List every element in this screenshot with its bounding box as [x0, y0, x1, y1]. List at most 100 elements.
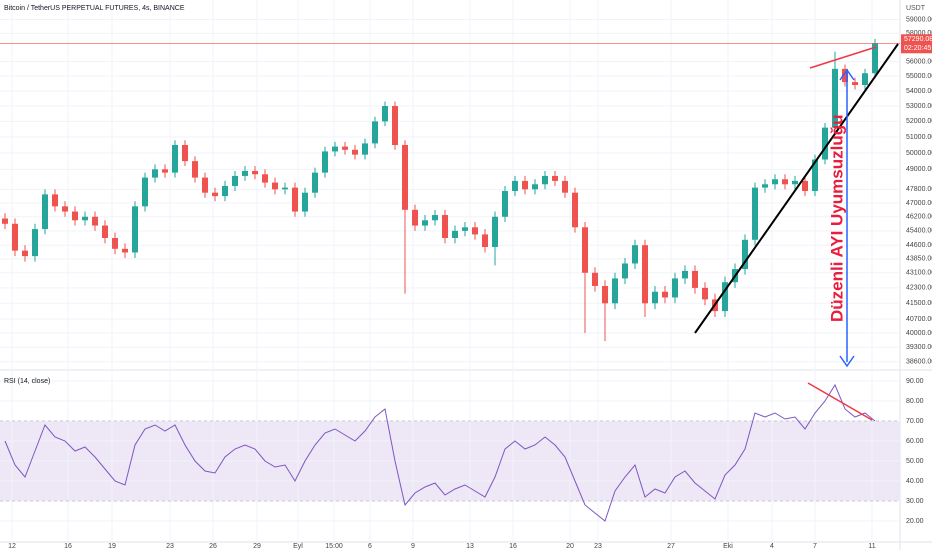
- candle-body: [132, 206, 138, 253]
- candle-body: [222, 185, 228, 197]
- marks-group: [0, 38, 900, 522]
- candle-body: [242, 170, 248, 176]
- trend-line: [694, 43, 899, 334]
- last-price-label: 57290.08: [904, 36, 932, 43]
- candle-body: [692, 270, 698, 288]
- currency: USDT: [906, 5, 926, 12]
- candle-body: [532, 184, 538, 190]
- candle-body: [822, 127, 828, 160]
- y-tick-label: 30.00: [906, 498, 924, 505]
- candle-body: [82, 216, 88, 221]
- candle-body: [252, 170, 258, 175]
- candle-body: [62, 206, 68, 212]
- candle-body: [422, 220, 428, 226]
- candle-body: [622, 263, 628, 279]
- candle-body: [522, 180, 528, 190]
- candle-body: [302, 192, 308, 212]
- candle-body: [752, 187, 758, 240]
- candle-body: [12, 223, 18, 251]
- candle-body: [232, 175, 238, 186]
- y-tick-label: 44600.00: [906, 242, 932, 249]
- y-tick-label: 70.00: [906, 418, 924, 425]
- candle-body: [262, 174, 268, 183]
- annotation: Düzenli AYI Uyumsuzluğu: [827, 115, 846, 323]
- candle-body: [122, 248, 128, 253]
- y-tick-label: 60.00: [906, 438, 924, 445]
- candle-body: [142, 177, 148, 207]
- y-tick-label: 39300.00: [906, 344, 932, 351]
- candle-body: [652, 291, 658, 304]
- y-tick-label: 55000.00: [906, 73, 932, 80]
- candle-body: [402, 145, 408, 210]
- rsi-title: RSI (14, close): [4, 378, 50, 385]
- y-tick-label: 42300.00: [906, 285, 932, 292]
- y-tick-label: 43850.00: [906, 256, 932, 263]
- candle-body: [372, 121, 378, 144]
- candle-body: [462, 227, 468, 231]
- candle-body: [542, 175, 548, 185]
- candle-body: [782, 179, 788, 185]
- candle-body: [112, 237, 118, 249]
- candle-body: [742, 239, 748, 270]
- candle-body: [282, 187, 288, 190]
- candle-body: [842, 68, 848, 83]
- candle-body: [702, 287, 708, 300]
- candle-body: [152, 169, 158, 178]
- candle-body: [502, 191, 508, 217]
- candle-body: [772, 179, 778, 185]
- y-tick-label: 40700.00: [906, 316, 932, 323]
- y-tick-label: 43100.00: [906, 270, 932, 277]
- x-tick-label: 23: [166, 543, 174, 550]
- x-tick-label: 29: [253, 543, 261, 550]
- candle-body: [582, 227, 588, 273]
- rsi-divergence-line: [807, 382, 873, 421]
- y-tick-label: 49000.00: [906, 166, 932, 173]
- candle-body: [352, 149, 358, 155]
- candle-body: [632, 245, 638, 264]
- candle-body: [562, 180, 568, 193]
- x-tick-label: Eki: [723, 543, 733, 550]
- candle-body: [172, 145, 178, 173]
- candle-body: [52, 194, 58, 207]
- candle-body: [42, 194, 48, 230]
- y-tick-label: 90.00: [906, 378, 924, 385]
- y-tick-label: 20.00: [906, 518, 924, 525]
- x-tick-label: 12: [8, 543, 16, 550]
- candle-body: [612, 278, 618, 304]
- chart-title: Bitcoin / TetherUS PERPETUAL FUTURES, 4s…: [4, 5, 185, 12]
- candle-body: [272, 182, 278, 190]
- y-tick-label: 59000.00: [906, 16, 932, 23]
- candle-body: [322, 151, 328, 173]
- y-tick-label: 46200.00: [906, 214, 932, 221]
- y-tick-label: 50000.00: [906, 150, 932, 157]
- candle-body: [412, 209, 418, 226]
- y-tick-label: 56000.00: [906, 58, 932, 65]
- candle-body: [332, 146, 338, 152]
- candle-body: [592, 272, 598, 286]
- y-tick-label: 50.00: [906, 458, 924, 465]
- candle-body: [192, 161, 198, 178]
- candle-body: [722, 282, 728, 312]
- countdown-label: 02:20:45: [904, 45, 931, 52]
- candle-body: [92, 216, 98, 226]
- x-tick-label: 19: [108, 543, 116, 550]
- candle-body: [512, 180, 518, 192]
- x-tick-label: 27: [667, 543, 675, 550]
- candle-body: [812, 159, 818, 192]
- arrow-head-up: [839, 68, 855, 81]
- y-tick-label: 40000.00: [906, 330, 932, 337]
- candle-body: [642, 245, 648, 304]
- x-tick-label: 9: [411, 543, 415, 550]
- candle-body: [602, 285, 608, 304]
- x-tick-label: Eyl: [293, 543, 303, 550]
- arrow-head-down: [839, 355, 855, 368]
- x-tick-label: 6: [368, 543, 372, 550]
- y-tick-label: 53000.00: [906, 103, 932, 110]
- x-tick-label: 4: [770, 543, 774, 550]
- y-tick-label: 80.00: [906, 398, 924, 405]
- candle-body: [392, 106, 398, 146]
- y-tick-label: 38600.00: [906, 359, 932, 366]
- candle-body: [362, 143, 368, 155]
- axes-group: 59000.00 58000.00 56000.00 55000.00 54000.00…: [8, 16, 932, 550]
- candle-body: [212, 192, 218, 197]
